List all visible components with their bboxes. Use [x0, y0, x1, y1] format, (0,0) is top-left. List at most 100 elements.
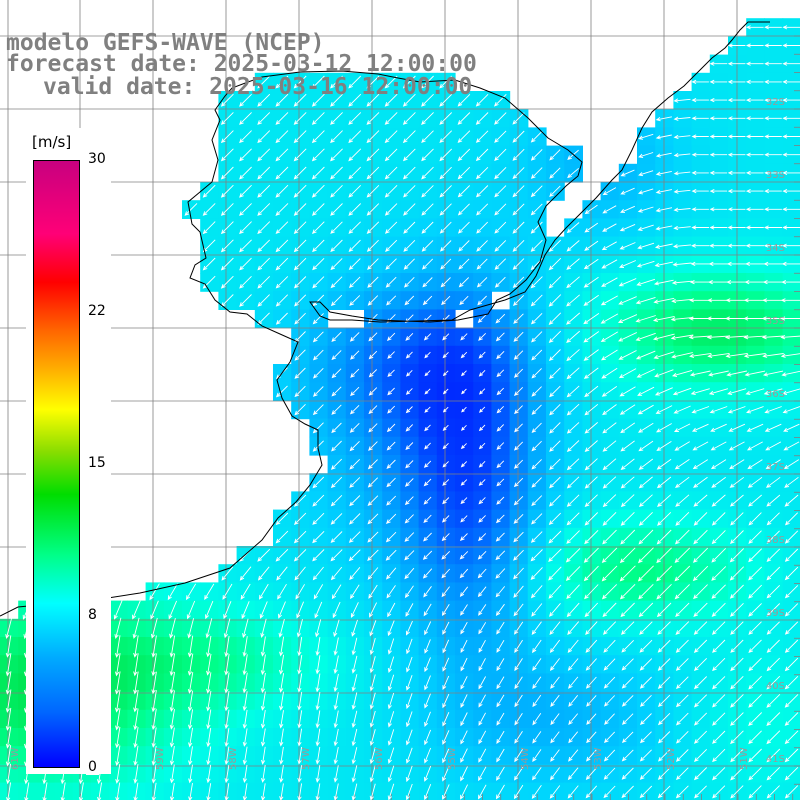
wind-arrow	[311, 221, 325, 235]
wind-arrow	[478, 784, 487, 800]
wind-arrow	[460, 766, 468, 782]
wind-arrow	[333, 655, 339, 675]
wind-arrow	[657, 731, 671, 744]
wind-arrow	[402, 148, 416, 162]
wind-arrow	[460, 515, 468, 523]
wind-arrow	[206, 727, 212, 748]
wind-arrow	[275, 93, 289, 107]
wind-arrow	[459, 586, 469, 598]
wind-arrow	[294, 403, 306, 416]
wind-arrow	[531, 331, 543, 343]
wind-arrow	[186, 600, 196, 620]
wind-arrow	[691, 170, 709, 176]
wind-arrow	[5, 745, 12, 767]
wind-arrow	[478, 712, 486, 726]
wind-arrow	[550, 694, 560, 708]
wind-arrow	[727, 152, 746, 157]
wind-arrow	[512, 130, 525, 143]
wind-arrow	[369, 637, 376, 656]
wind-arrow	[566, 349, 580, 362]
wind-arrow	[439, 221, 452, 234]
wind-arrow	[279, 710, 284, 729]
wind-arrow	[549, 167, 561, 179]
wind-arrow	[709, 97, 728, 103]
wind-arrow	[495, 514, 505, 524]
wind-arrow	[531, 386, 542, 397]
wind-arrow	[673, 153, 691, 158]
wind-arrow	[637, 547, 654, 564]
wind-arrow	[423, 532, 432, 542]
wind-arrow	[114, 617, 122, 640]
wind-arrow	[457, 166, 471, 180]
wind-arrow	[330, 458, 343, 470]
wind-arrow	[496, 748, 505, 763]
wind-arrow	[460, 621, 468, 635]
wind-arrow	[549, 385, 561, 398]
wind-arrow	[257, 312, 270, 325]
wind-arrow	[406, 638, 413, 655]
wind-arrow	[548, 530, 562, 544]
wind-arrow	[674, 459, 690, 470]
wind-arrow	[601, 241, 617, 251]
wind-arrow	[351, 747, 358, 765]
wind-arrow	[601, 584, 618, 600]
wind-arrow	[639, 731, 652, 744]
wind-arrow	[275, 276, 289, 289]
wind-arrow	[567, 658, 579, 671]
wind-arrow	[421, 130, 434, 144]
wind-arrow	[636, 278, 656, 286]
wind-arrow	[727, 97, 746, 103]
wind-arrow	[311, 75, 325, 89]
wind-arrow	[657, 511, 672, 526]
wind-arrow	[242, 654, 248, 676]
wind-arrow	[187, 653, 194, 676]
wind-arrow	[568, 749, 579, 762]
wind-arrow	[331, 350, 342, 361]
wind-arrow	[513, 784, 524, 800]
wind-arrow	[730, 730, 744, 745]
wind-arrow	[460, 424, 467, 431]
wind-arrow	[673, 207, 691, 212]
wind-arrow	[675, 749, 689, 762]
wind-arrow	[602, 621, 617, 635]
wind-arrow	[385, 276, 397, 288]
wind-arrow	[672, 244, 692, 249]
wind-arrow	[133, 782, 139, 800]
wind-arrow	[585, 767, 597, 780]
wind-arrow	[726, 261, 747, 267]
wind-arrow	[496, 369, 505, 378]
wind-arrow	[439, 166, 452, 180]
wind-arrow	[765, 441, 782, 451]
wind-arrow	[312, 530, 325, 544]
wind-arrow	[745, 79, 764, 85]
wind-arrow	[726, 370, 747, 377]
wind-arrow	[748, 766, 762, 781]
wind-arrow	[405, 351, 413, 359]
wind-arrow	[460, 748, 468, 763]
wind-arrow	[530, 585, 543, 599]
wind-arrow	[693, 657, 708, 672]
wind-arrow	[241, 601, 250, 620]
wind-arrow	[708, 388, 729, 396]
wind-arrow	[421, 221, 434, 234]
wind-arrow	[224, 709, 230, 730]
coastline	[0, 21, 770, 617]
wind-arrow	[330, 513, 343, 525]
wind-arrow	[348, 130, 362, 144]
wind-arrow	[637, 133, 654, 140]
wind-arrow	[727, 188, 746, 194]
wind-arrow	[133, 653, 139, 677]
wind-arrow	[761, 335, 785, 340]
wind-arrow	[512, 239, 525, 252]
wind-arrow	[405, 765, 413, 783]
wind-arrow	[584, 529, 599, 545]
wind-arrow	[242, 783, 248, 800]
wind-arrow	[727, 388, 747, 396]
wind-arrow	[350, 386, 360, 397]
wind-arrow	[675, 730, 689, 744]
wind-arrow	[748, 584, 763, 599]
wind-arrow	[330, 221, 343, 234]
wind-arrow	[369, 729, 376, 746]
wind-arrow	[618, 278, 637, 287]
wind-arrow	[675, 621, 690, 635]
